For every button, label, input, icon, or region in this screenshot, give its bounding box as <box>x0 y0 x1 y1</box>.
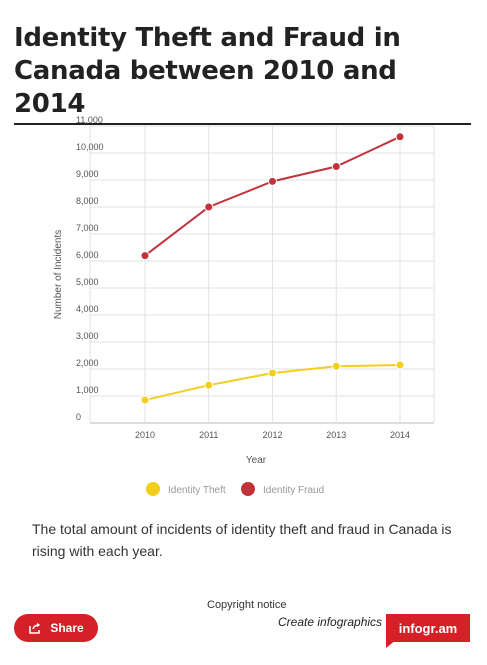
chart-title: Identity Theft and Fraud in Canada betwe… <box>14 22 471 121</box>
y-tick-label: 3,000 <box>76 331 99 341</box>
share-icon <box>29 622 41 634</box>
legend: Identity Theft Identity Fraud <box>146 482 324 496</box>
brand-logo[interactable]: infogr.am <box>386 614 470 642</box>
data-point <box>140 395 150 405</box>
y-tick-label: 5,000 <box>76 277 99 287</box>
share-label: Share <box>50 621 84 635</box>
data-point <box>268 176 277 186</box>
data-point <box>331 162 341 171</box>
y-tick-label: 0 <box>76 412 81 422</box>
title-block: Identity Theft and Fraud in Canada betwe… <box>14 22 471 125</box>
line-chart: 0 1,000 2,000 3,000 4,000 5,000 6,000 7,000 8,00… <box>53 115 435 496</box>
title-line-2: Canada between 2010 and 2014 <box>14 56 397 119</box>
series-group <box>140 132 405 405</box>
y-tick-label: 11,000 <box>76 115 103 125</box>
y-axis-label: Number of Incidents <box>53 230 64 320</box>
x-tick-label: 2014 <box>390 430 410 440</box>
brand-logo-tail <box>386 640 396 648</box>
x-tick-label: 2013 <box>326 430 346 440</box>
data-point <box>395 132 405 142</box>
create-infographics-link[interactable]: Create infographics <box>278 615 383 629</box>
y-tick-label: 10,000 <box>76 142 104 152</box>
grid-lines <box>89 125 435 424</box>
legend-marker <box>146 482 160 496</box>
y-tick-labels: 0 1,000 2,000 3,000 4,000 5,000 6,000 7,000 8,00… <box>76 115 104 422</box>
data-point <box>331 361 341 371</box>
x-tick-label: 2010 <box>135 430 155 440</box>
y-tick-label: 1,000 <box>76 385 99 395</box>
title-line-1: Identity Theft and Fraud in <box>14 23 401 53</box>
legend-label: Identity Theft <box>168 485 226 496</box>
share-button[interactable]: Share <box>14 614 98 642</box>
data-point <box>204 380 214 390</box>
data-point <box>140 251 150 261</box>
y-tick-label: 8,000 <box>76 196 99 206</box>
data-point <box>204 202 214 212</box>
x-axis-label: Year <box>246 455 267 466</box>
y-tick-label: 9,000 <box>76 169 99 179</box>
data-point <box>395 360 405 370</box>
x-tick-label: 2011 <box>199 430 218 440</box>
data-point <box>268 368 277 378</box>
y-tick-label: 4,000 <box>76 304 99 314</box>
x-tick-labels: 2010 2011 2012 2013 2014 <box>135 430 410 440</box>
legend-label: Identity Fraud <box>263 485 324 496</box>
chart-description: The total amount of incidents of identit… <box>32 521 452 559</box>
legend-marker <box>241 482 255 496</box>
y-tick-label: 7,000 <box>76 223 99 233</box>
copyright-notice[interactable]: Copyright notice <box>207 599 287 611</box>
y-tick-label: 2,000 <box>76 358 99 368</box>
x-tick-label: 2012 <box>262 430 282 440</box>
y-tick-label: 6,000 <box>76 250 99 260</box>
